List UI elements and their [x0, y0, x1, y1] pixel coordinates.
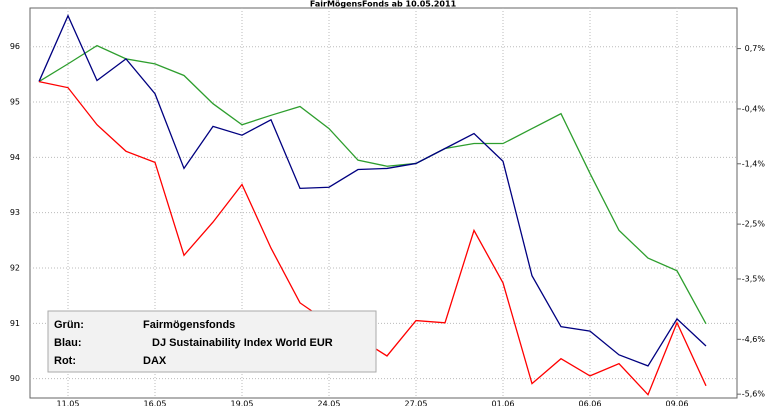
legend-label: Blau: — [54, 337, 82, 349]
legend-box — [47, 310, 377, 373]
y2-tick-label: -5,6% — [742, 390, 766, 399]
x-tick-label: 09.06 — [666, 400, 689, 406]
y2-tick-label: -1,4% — [742, 159, 766, 168]
chart-title: FairMögensFonds ab 10.05.2011 — [310, 0, 457, 9]
legend-label: Rot: — [54, 355, 76, 367]
y2-tick-label: -2,5% — [742, 220, 766, 229]
y2-tick-label: 0,7% — [745, 44, 766, 53]
y-tick-label: 93 — [10, 208, 20, 217]
y-tick-label: 96 — [10, 42, 20, 51]
legend-label: Grün: — [54, 319, 84, 331]
line-series — [38, 14, 707, 367]
line-series — [38, 44, 707, 325]
y-tick-label: 94 — [10, 153, 20, 162]
x-tick-label: 19.05 — [231, 400, 254, 406]
legend-name: DAX — [143, 355, 167, 367]
x-tick-label: 24.05 — [318, 400, 341, 406]
y2-tick-label: -3,5% — [742, 274, 766, 283]
legend-name: Fairmögensfonds — [143, 319, 235, 331]
x-tick-label: 16.05 — [144, 400, 167, 406]
y2-tick-label: -0,4% — [742, 104, 766, 113]
y-tick-label: 95 — [10, 98, 20, 107]
x-tick-label: 27.05 — [405, 400, 428, 406]
y2-tick-label: -4,6% — [742, 335, 766, 344]
y-tick-label: 92 — [10, 264, 20, 273]
y-tick-label: 91 — [10, 319, 20, 328]
x-tick-label: 11.05 — [57, 400, 80, 406]
x-tick-label: 06.06 — [579, 400, 602, 406]
x-tick-label: 01.06 — [492, 400, 515, 406]
y-tick-label: 90 — [10, 374, 20, 383]
legend-name: DJ Sustainability Index World EUR — [152, 337, 333, 349]
